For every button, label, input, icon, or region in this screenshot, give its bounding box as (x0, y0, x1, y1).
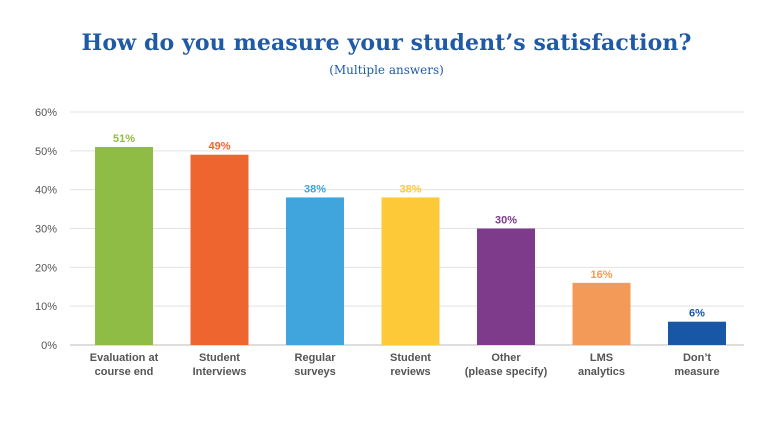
data-label: 16% (590, 269, 612, 281)
x-tick-label-line: Evaluation at (90, 352, 159, 364)
bar (477, 228, 535, 345)
bar (286, 197, 344, 345)
x-tick-label-line: reviews (390, 366, 430, 378)
x-tick-label-line: Student (199, 352, 240, 364)
x-tick-label-line: Regular (295, 352, 337, 364)
x-tick-label-line: analytics (578, 366, 625, 378)
data-label: 38% (304, 183, 326, 195)
data-label: 6% (689, 308, 705, 320)
y-tick-label: 10% (35, 301, 57, 313)
y-tick-label: 0% (41, 340, 57, 352)
bar (572, 282, 631, 345)
x-tick-label-line: (please specify) (465, 366, 548, 378)
x-tick-label-line: measure (674, 366, 719, 378)
x-tick-label: LMS analytics (578, 352, 625, 378)
x-tick-label-line: Interviews (193, 366, 247, 378)
x-tick-label: Evaluation at course end (90, 352, 159, 378)
x-tick-label: Student Interviews (193, 352, 247, 378)
x-tick-label-line: LMS (590, 352, 613, 364)
x-tick-label: Regular surveys (294, 352, 336, 378)
x-tick-label: Student reviews (390, 352, 431, 378)
bar (381, 197, 440, 345)
data-label: 49% (208, 141, 230, 153)
data-label: 38% (399, 183, 421, 195)
x-tick-label: Other (please specify) (465, 352, 548, 378)
bar (190, 154, 249, 345)
data-label: 30% (495, 215, 517, 227)
bar (668, 321, 726, 345)
y-tick-label: 60% (35, 107, 57, 119)
chart-title: How do you measure your student’s satisf… (81, 30, 692, 56)
x-tick-label: Don’t measure (674, 352, 719, 378)
x-tick-label-line: Don’t (683, 352, 711, 364)
x-tick-label-line: Student (390, 352, 431, 364)
y-tick-label: 50% (35, 146, 57, 158)
chart-subtitle: (Multiple answers) (329, 63, 444, 77)
x-tick-label-line: Other (491, 352, 521, 364)
data-label: 51% (113, 133, 135, 145)
y-tick-label: 20% (35, 262, 57, 274)
y-tick-label: 30% (35, 224, 57, 236)
x-tick-label-line: course end (95, 366, 154, 378)
x-tick-label-line: surveys (294, 366, 336, 378)
bar (95, 146, 153, 345)
y-tick-label: 40% (35, 185, 57, 197)
